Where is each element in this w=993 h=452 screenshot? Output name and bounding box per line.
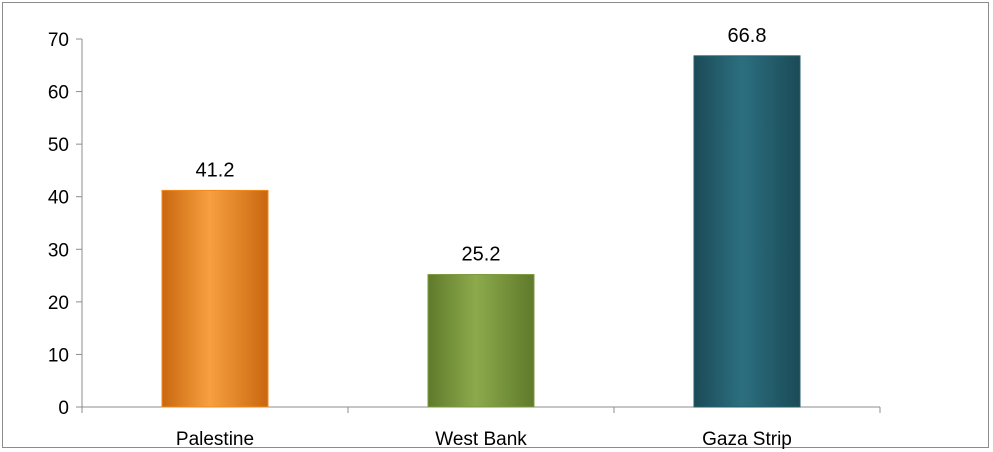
category-label: Gaza Strip xyxy=(702,429,792,450)
data-label: 66.8 xyxy=(728,25,767,47)
bar-gaza-strip xyxy=(693,55,801,408)
y-tick-label: 10 xyxy=(48,345,69,366)
data-label: 25.2 xyxy=(462,244,501,266)
category-label: Palestine xyxy=(176,429,254,450)
y-tick-label: 30 xyxy=(48,240,69,261)
y-tick-label: 50 xyxy=(48,135,69,156)
data-label: 41.2 xyxy=(196,159,235,181)
y-tick-label: 70 xyxy=(48,30,69,51)
y-tick-label: 60 xyxy=(48,83,69,104)
category-label: West Bank xyxy=(435,429,527,450)
bar-palestine xyxy=(161,189,269,408)
bar-west-bank xyxy=(427,274,535,408)
y-tick-label: 0 xyxy=(58,398,69,419)
y-tick-label: 20 xyxy=(48,293,69,314)
y-tick-label: 40 xyxy=(48,188,69,209)
